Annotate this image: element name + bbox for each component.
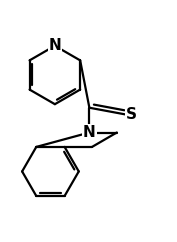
Text: N: N [83,125,96,140]
Text: N: N [48,38,61,53]
Text: S: S [126,107,137,122]
